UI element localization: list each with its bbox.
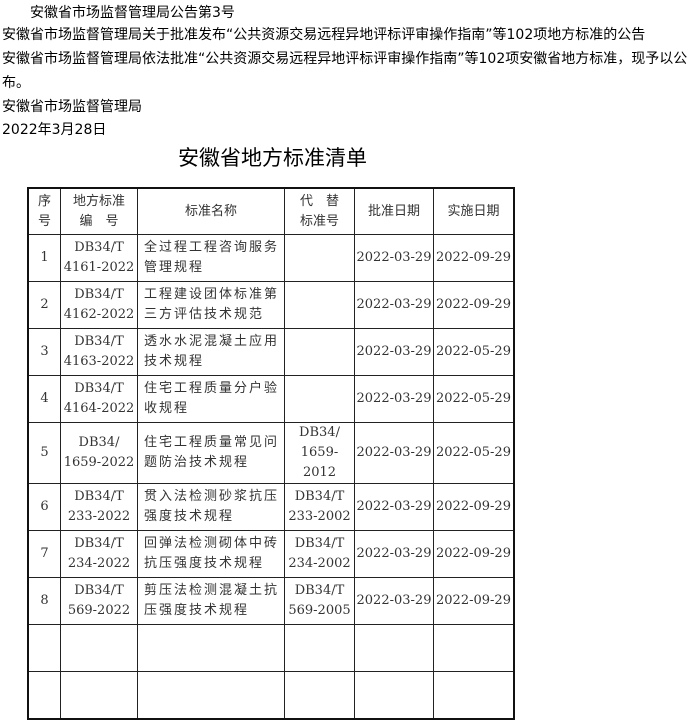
notice-issuer: 安徽省市场监督管理局 xyxy=(2,99,142,115)
cell-replace xyxy=(284,375,355,423)
cell-code: DB34/T 4161-2022 xyxy=(60,234,138,282)
cell-approve-date: 2022-03-29 xyxy=(354,375,434,423)
table-row: 8 DB34/T 569-2022 剪压法检测混凝土抗压强度技术规程 DB34/T 569… xyxy=(27,577,515,625)
cell-empty xyxy=(137,624,285,672)
cell-name: 透水水泥混凝土应用技术规程 xyxy=(137,328,285,376)
header-name: 标准名称 xyxy=(137,187,285,235)
cell-approve-date: 2022-03-29 xyxy=(354,530,434,578)
notice-body-line2: 布。 xyxy=(2,75,30,91)
cell-implement-date: 2022-09-29 xyxy=(433,234,515,282)
cell-replace xyxy=(284,281,355,329)
cell-empty xyxy=(60,671,138,720)
notice-subject: 安徽省市场监督管理局关于批准发布“公共资源交易远程异地评标评审操作指南”等102… xyxy=(2,27,646,43)
notice-body-line1: 安徽省市场监督管理局依法批准“公共资源交易远程异地评标评审操作指南”等102项安… xyxy=(2,51,688,67)
cell-code: DB34/T 4163-2022 xyxy=(60,328,138,376)
cell-implement-date: 2022-09-29 xyxy=(433,483,515,531)
cell-empty xyxy=(433,671,515,720)
table-row: 1 DB34/T 4161-2022 全过程工程咨询服务管理规程 2022-03-29 2… xyxy=(27,234,515,282)
header-replace: 代 替标准号 xyxy=(284,187,355,235)
table-row: 7 DB34/T 234-2022 回弹法检测砌体中砖抗压强度技术规程 DB34/T 23… xyxy=(27,530,515,578)
cell-implement-date: 2022-09-29 xyxy=(433,281,515,329)
notice-heading: 安徽省市场监督管理局公告第3号 xyxy=(30,5,235,21)
cell-replace: DB34/T 234-2002 xyxy=(284,530,355,578)
cell-replace xyxy=(284,234,355,282)
table-row: 5 DB34/1659-2022 住宅工程质量常见问题防治技术规程 DB34/1659… xyxy=(27,422,515,484)
cell-empty xyxy=(284,671,355,720)
table-row: 3 DB34/T 4163-2022 透水水泥混凝土应用技术规程 2022-03-29 2… xyxy=(27,328,515,376)
cell-seq: 5 xyxy=(27,422,61,484)
cell-seq: 3 xyxy=(27,328,61,376)
standards-table: 序号 地方标准编 号 标准名称 代 替标准号 批准日期 实施日期 1 DB34/T… xyxy=(27,187,515,720)
cell-code: DB34/T 234-2022 xyxy=(60,530,138,578)
cell-name: 住宅工程质量常见问题防治技术规程 xyxy=(137,422,285,484)
cell-name: 住宅工程质量分户验收规程 xyxy=(137,375,285,423)
cell-seq: 2 xyxy=(27,281,61,329)
cell-approve-date: 2022-03-29 xyxy=(354,483,434,531)
header-implement-date: 实施日期 xyxy=(433,187,515,235)
cell-empty xyxy=(354,624,434,672)
header-seq: 序号 xyxy=(27,187,61,235)
header-code: 地方标准编 号 xyxy=(60,187,138,235)
cell-seq: 1 xyxy=(27,234,61,282)
cell-replace: DB34/1659-2012 xyxy=(284,422,355,484)
table-row-empty xyxy=(27,624,515,672)
cell-name: 剪压法检测混凝土抗压强度技术规程 xyxy=(137,577,285,625)
cell-seq: 8 xyxy=(27,577,61,625)
cell-empty xyxy=(27,624,61,672)
table-row: 2 DB34/T 4162-2022 工程建设团体标准第三方评估技术规范 2022-03… xyxy=(27,281,515,329)
cell-empty xyxy=(354,671,434,720)
cell-seq: 4 xyxy=(27,375,61,423)
cell-code: DB34/T 4162-2022 xyxy=(60,281,138,329)
cell-code: DB34/1659-2022 xyxy=(60,422,138,484)
notice-date: 2022年3月28日 xyxy=(2,122,107,138)
cell-empty xyxy=(27,671,61,720)
list-title: 安徽省地方标准清单 xyxy=(178,146,367,170)
cell-approve-date: 2022-03-29 xyxy=(354,281,434,329)
cell-seq: 7 xyxy=(27,530,61,578)
cell-approve-date: 2022-03-29 xyxy=(354,422,434,484)
table-row: 4 DB34/T 4164-2022 住宅工程质量分户验收规程 2022-03-29 20… xyxy=(27,375,515,423)
cell-seq: 6 xyxy=(27,483,61,531)
cell-implement-date: 2022-09-29 xyxy=(433,530,515,578)
cell-empty xyxy=(433,624,515,672)
cell-name: 回弹法检测砌体中砖抗压强度技术规程 xyxy=(137,530,285,578)
cell-implement-date: 2022-09-29 xyxy=(433,577,515,625)
cell-code: DB34/T 569-2022 xyxy=(60,577,138,625)
cell-implement-date: 2022-05-29 xyxy=(433,328,515,376)
cell-code: DB34/T 4164-2022 xyxy=(60,375,138,423)
table-header-row: 序号 地方标准编 号 标准名称 代 替标准号 批准日期 实施日期 xyxy=(27,187,515,235)
table-row-empty xyxy=(27,671,515,720)
cell-code: DB34/T 233-2022 xyxy=(60,483,138,531)
cell-approve-date: 2022-03-29 xyxy=(354,577,434,625)
cell-replace: DB34/T 233-2002 xyxy=(284,483,355,531)
cell-name: 全过程工程咨询服务管理规程 xyxy=(137,234,285,282)
header-approve-date: 批准日期 xyxy=(354,187,434,235)
cell-approve-date: 2022-03-29 xyxy=(354,328,434,376)
cell-approve-date: 2022-03-29 xyxy=(354,234,434,282)
cell-replace xyxy=(284,328,355,376)
cell-name: 贯入法检测砂浆抗压强度技术规程 xyxy=(137,483,285,531)
cell-replace: DB34/T 569-2005 xyxy=(284,577,355,625)
cell-empty xyxy=(284,624,355,672)
cell-empty xyxy=(137,671,285,720)
table-row: 6 DB34/T 233-2022 贯入法检测砂浆抗压强度技术规程 DB34/T 233-… xyxy=(27,483,515,531)
cell-name: 工程建设团体标准第三方评估技术规范 xyxy=(137,281,285,329)
cell-implement-date: 2022-05-29 xyxy=(433,375,515,423)
cell-empty xyxy=(60,624,138,672)
cell-implement-date: 2022-05-29 xyxy=(433,422,515,484)
